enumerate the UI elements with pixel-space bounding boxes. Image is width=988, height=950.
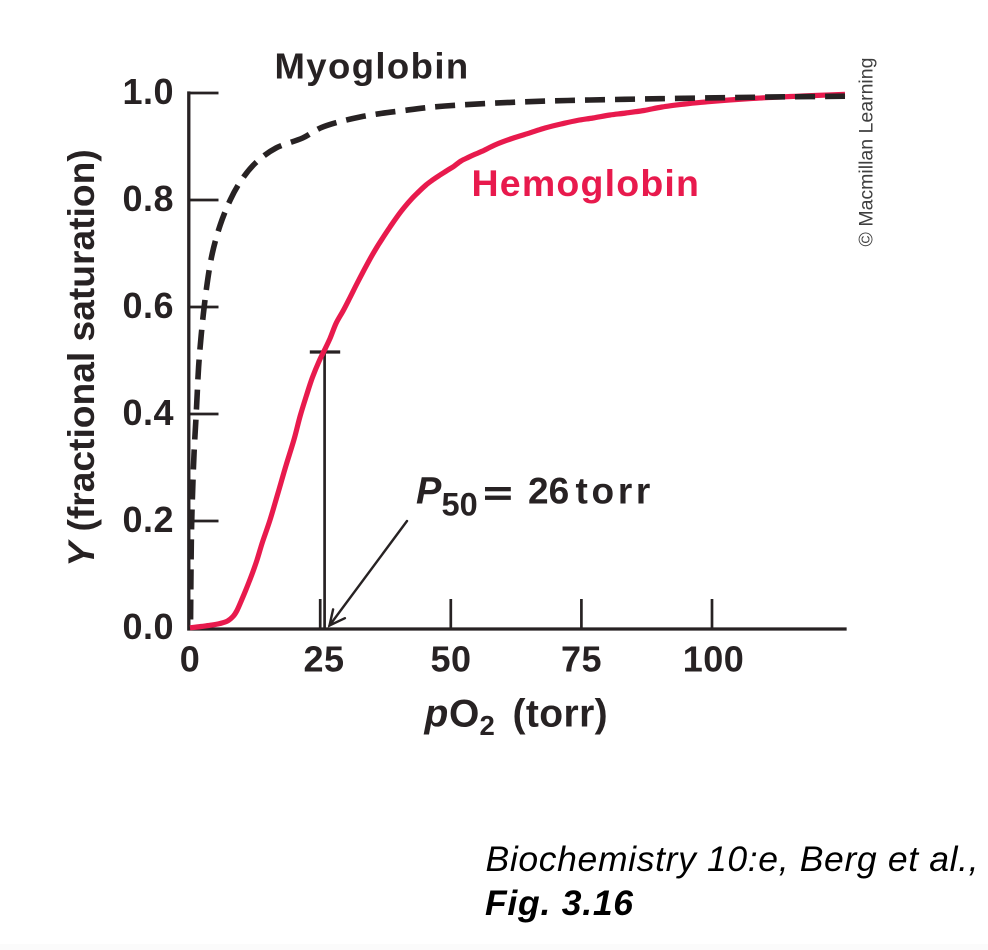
svg-text:(torr): (torr) [513, 693, 609, 736]
svg-text:0: 0 [180, 639, 201, 680]
svg-text:100: 100 [683, 639, 745, 680]
svg-text:50: 50 [430, 639, 471, 680]
svg-text:torr: torr [576, 471, 655, 512]
svg-text:50: 50 [442, 487, 478, 523]
svg-text:Biochemistry 10:e, Berg et al.: Biochemistry 10:e, Berg et al., [486, 839, 980, 879]
svg-text:1.0: 1.0 [122, 71, 174, 112]
svg-text:0.8: 0.8 [122, 178, 174, 219]
svg-text:25: 25 [303, 639, 344, 680]
svg-text:Hemoglobin: Hemoglobin [472, 162, 701, 204]
svg-text:26: 26 [528, 471, 569, 512]
svg-text:p: p [424, 693, 449, 736]
svg-text:Y (fractional saturation): Y (fractional saturation) [60, 149, 102, 566]
svg-text:0.2: 0.2 [122, 499, 174, 540]
svg-text:0.0: 0.0 [122, 606, 174, 647]
svg-text:P: P [416, 471, 442, 513]
svg-text:Myoglobin: Myoglobin [275, 46, 470, 87]
svg-text:0.6: 0.6 [122, 285, 174, 326]
svg-text:O: O [449, 693, 479, 736]
svg-text:75: 75 [561, 639, 602, 680]
svg-text:2: 2 [480, 710, 495, 741]
svg-text:0.4: 0.4 [122, 392, 174, 433]
svg-text:© Macmillan Learning: © Macmillan Learning [856, 58, 878, 247]
svg-text:Fig. 3.16: Fig. 3.16 [485, 883, 634, 923]
